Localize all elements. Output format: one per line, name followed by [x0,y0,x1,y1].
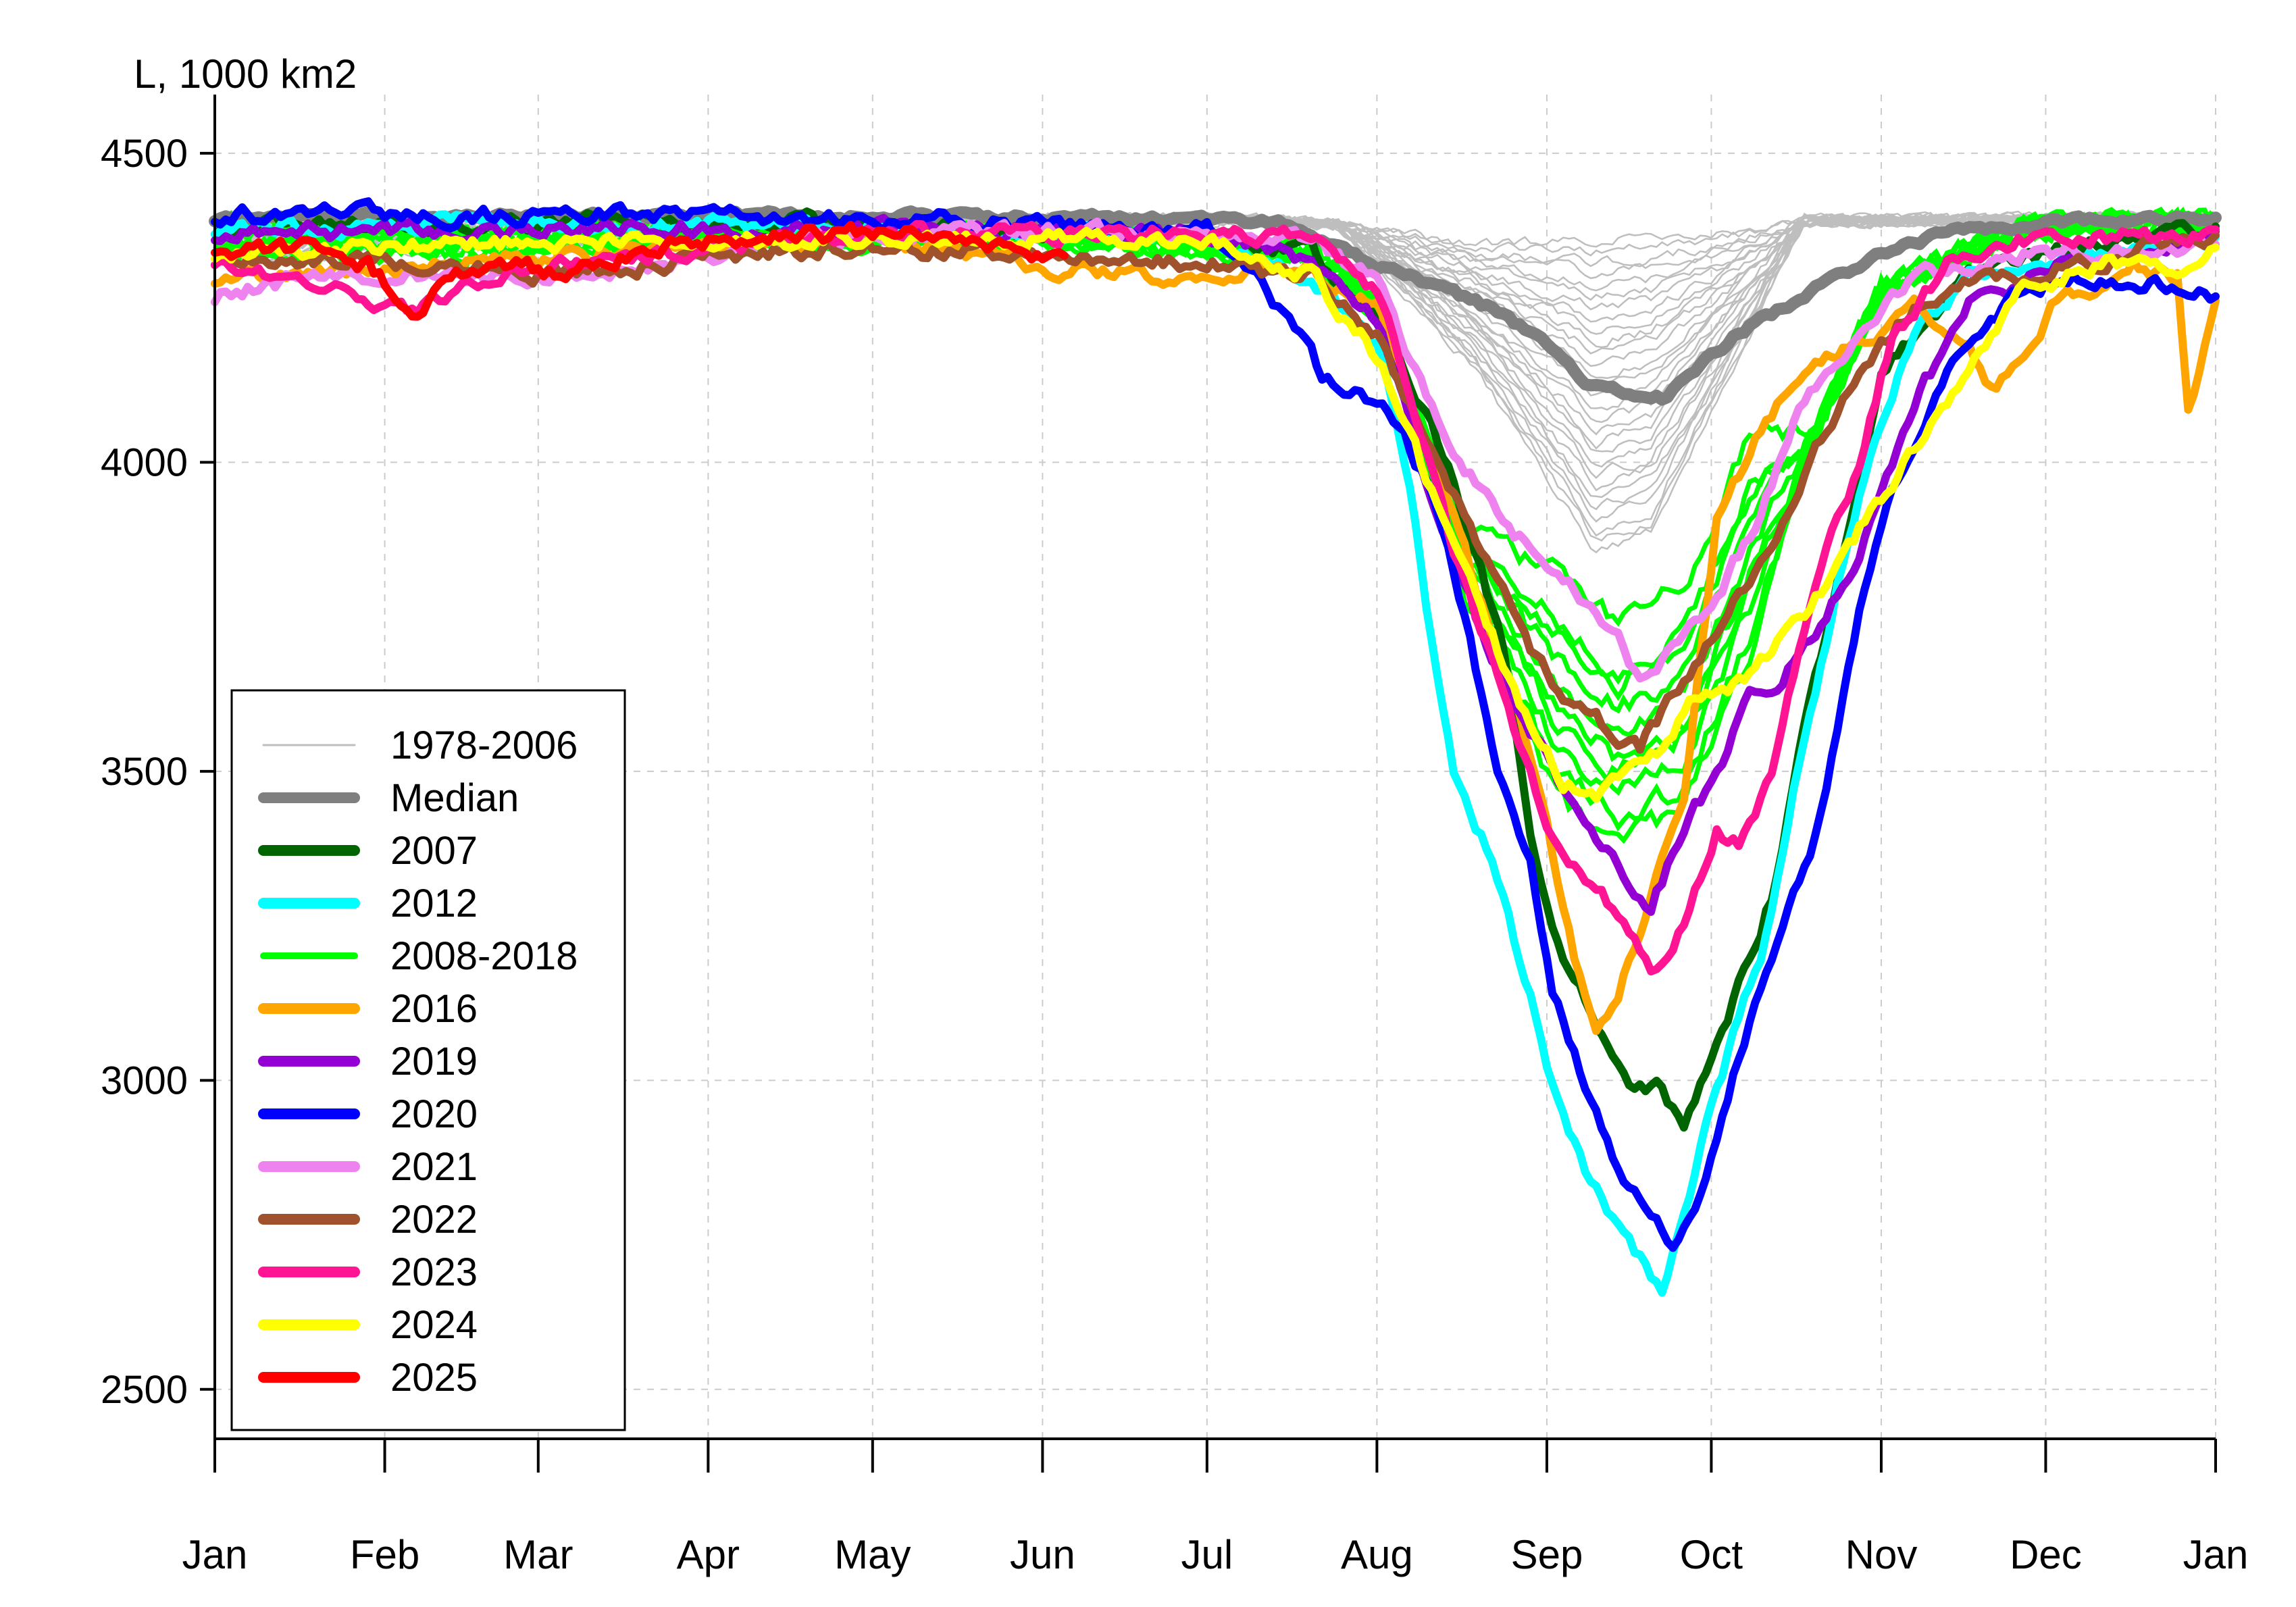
legend-label: 2025 [390,1356,478,1400]
y-tick-label: 3000 [101,1058,188,1102]
legend-label: Median [390,776,519,820]
x-tick-label: Jan [182,1532,248,1577]
series-line-2016 [211,228,2220,1036]
series-line-2024 [211,226,2220,803]
axes: 2500 3000 3500 4000 4500 Jan Feb Mar Apr May Jun Ju… [101,95,2248,1577]
series-line-2025 [211,221,1069,321]
grid-lines [214,95,2216,1439]
legend-label: 2016 [390,987,478,1031]
x-tick-label: Aug [1341,1532,1413,1577]
legend-label: 2019 [390,1040,478,1083]
x-tick-label: Nov [1845,1532,1918,1577]
x-tick-label: Oct [1680,1532,1743,1577]
legend-label: 2008-2018 [390,934,578,978]
legend-label: 2024 [390,1303,478,1347]
legend-label: 2007 [390,829,478,873]
x-tick-label: Jul [1181,1532,1233,1577]
x-tick-label: Feb [350,1532,419,1577]
line-2008-2018 [213,207,2218,685]
legend-label: 2022 [390,1198,478,1242]
x-tick-label: Sep [1511,1532,1583,1577]
x-tick-label: Jan [2183,1532,2249,1577]
legend-label: 1978-2006 [390,723,578,767]
y-axis-label: L, 1000 km2 [134,51,357,97]
legend-label: 2023 [390,1250,478,1294]
x-tick-label: Jun [1010,1532,1075,1577]
legend-label: 2021 [390,1145,478,1189]
x-tick-label: May [834,1532,911,1577]
x-tick-label: Dec [2010,1532,2082,1577]
x-tick-label: Mar [503,1532,573,1577]
legend: 1978-2006 Median 2007 2012 2008-2018 2016 2019… [230,689,626,1431]
y-tick-label: 3500 [101,750,188,794]
y-tick-label: 4000 [101,440,188,484]
x-tick-label: Apr [677,1532,740,1577]
legend-label: 2020 [390,1092,478,1136]
y-tick-label: 2500 [101,1368,188,1412]
y-tick-label: 4500 [101,132,188,176]
legend-label: 2012 [390,882,478,925]
series-lines [209,197,2222,1297]
line-2008-2018 [212,209,2218,738]
